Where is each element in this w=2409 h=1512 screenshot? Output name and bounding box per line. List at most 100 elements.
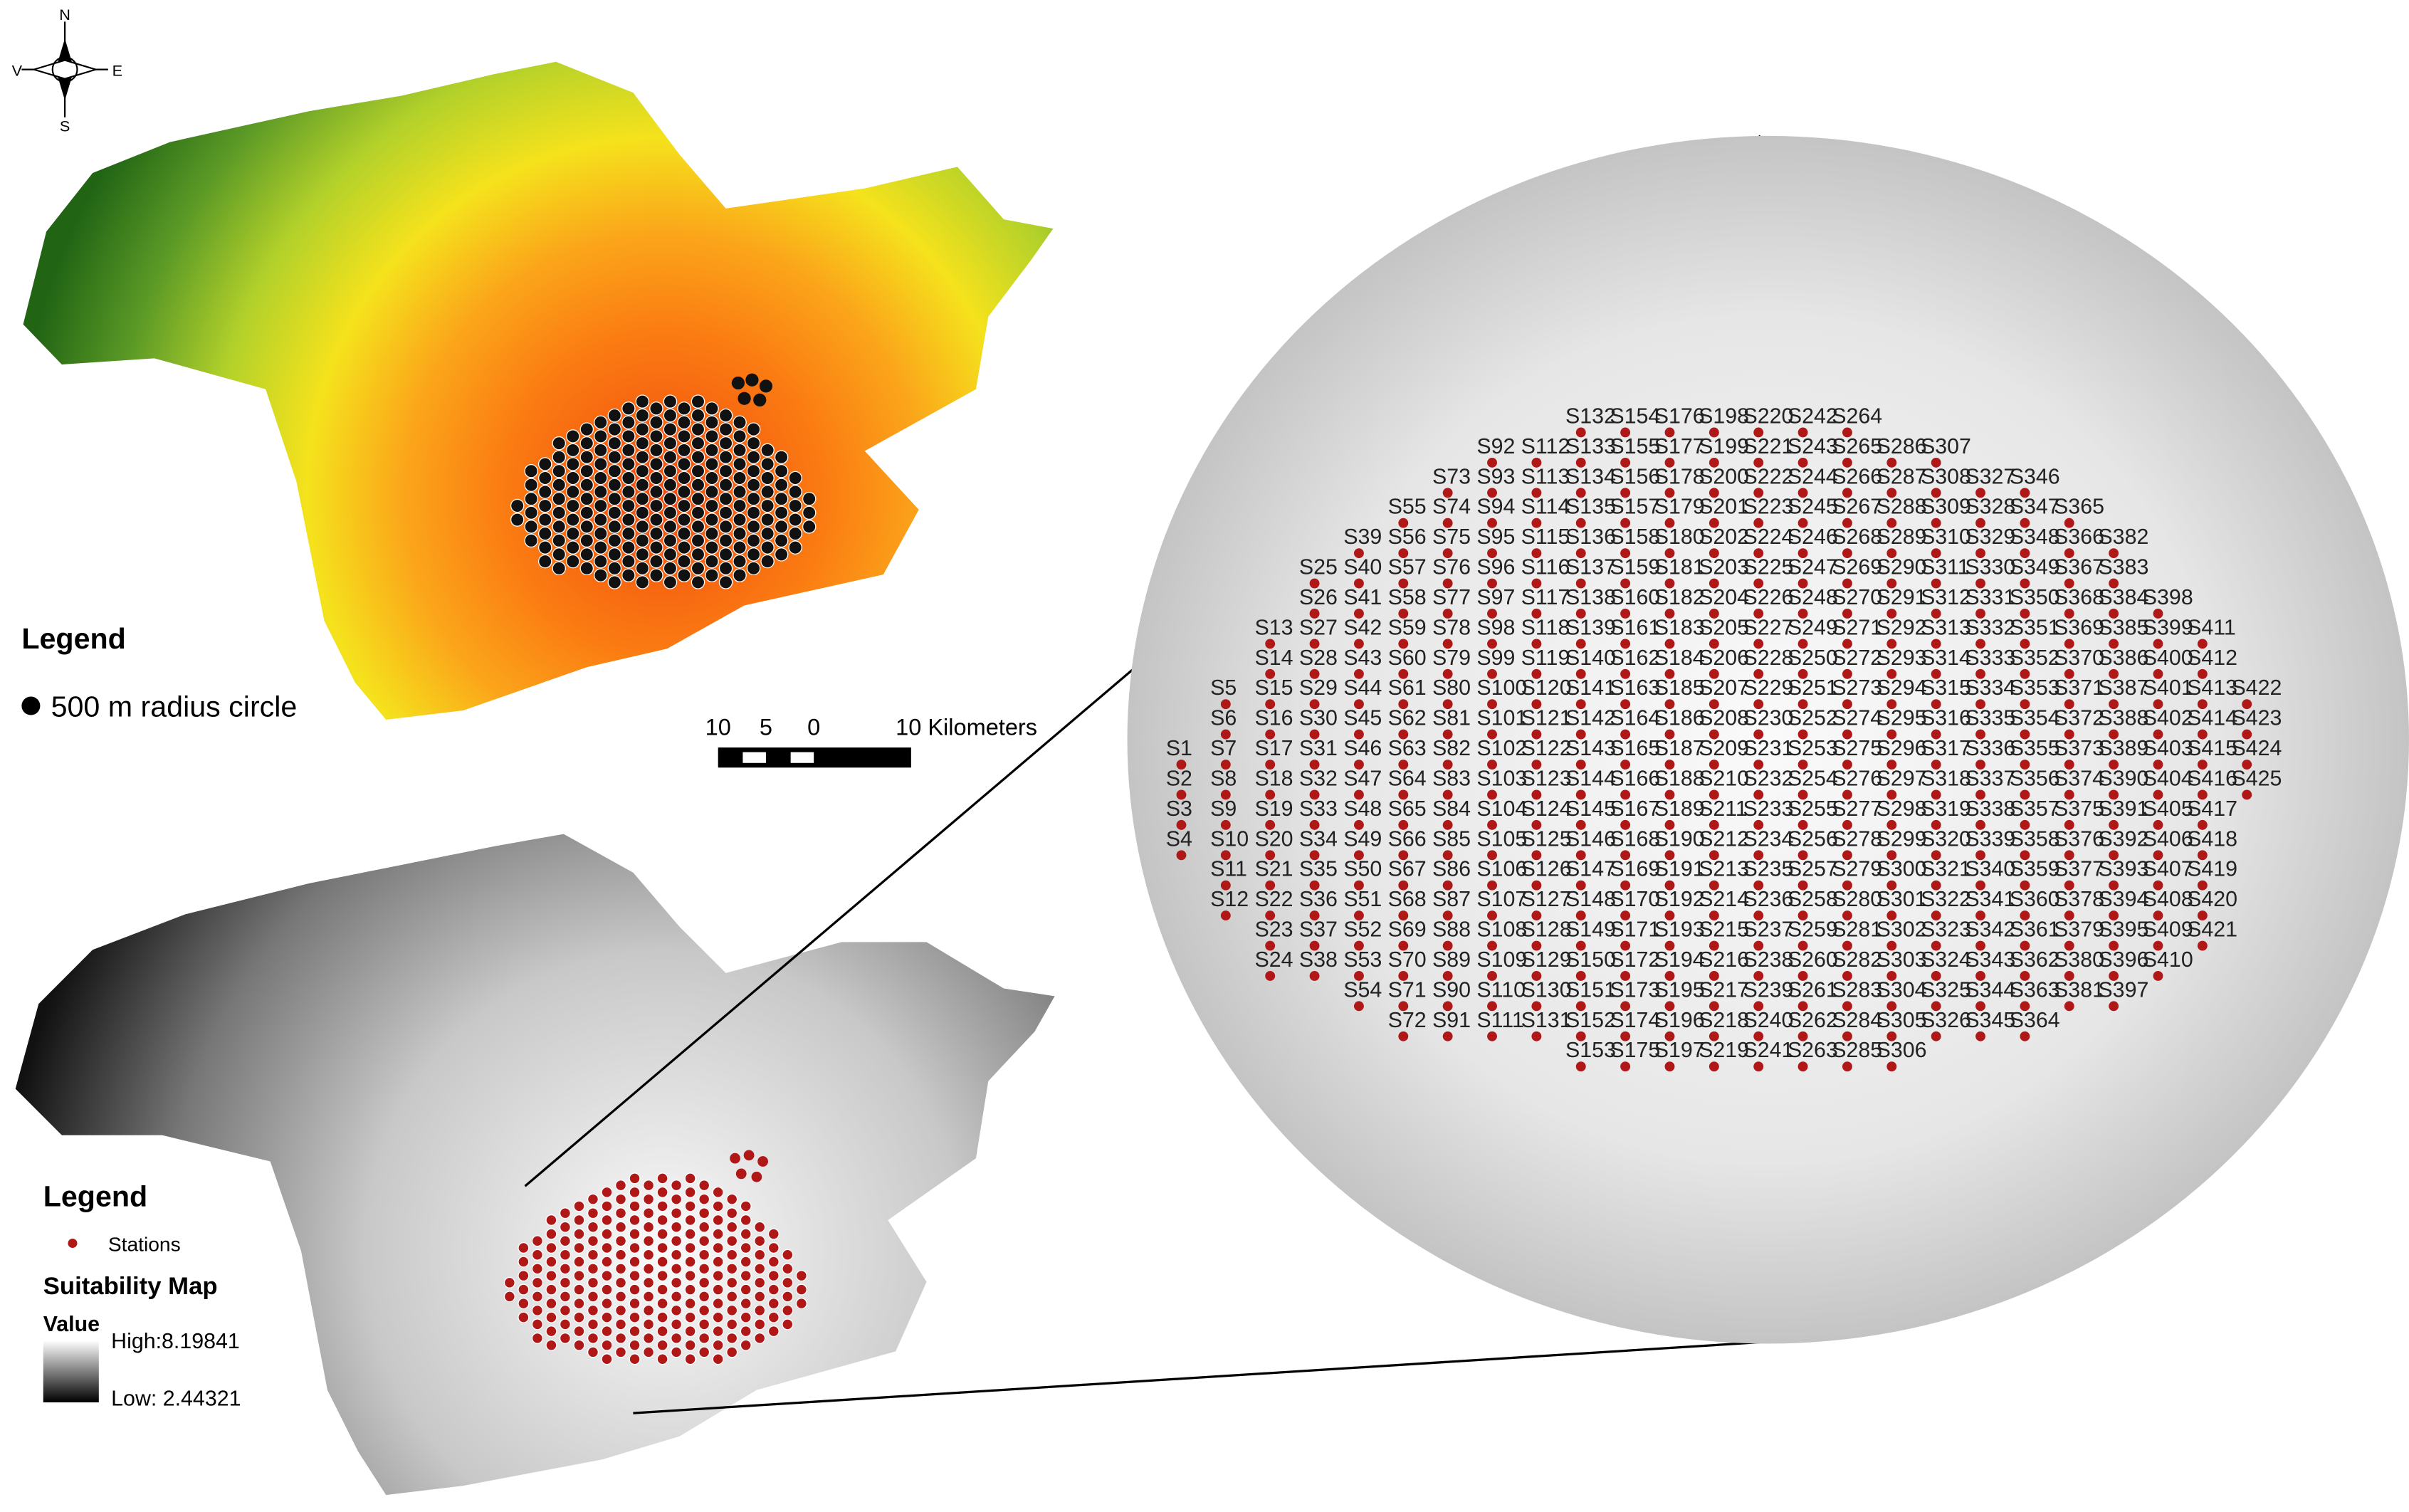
station-label: S265 (1832, 435, 1882, 458)
dot (712, 1228, 724, 1240)
dot (677, 568, 691, 582)
station-dot (2153, 760, 2163, 770)
dot (712, 1241, 724, 1254)
dot (649, 429, 663, 443)
station-dot (2153, 729, 2163, 740)
station-label: S309 (1921, 495, 1971, 519)
station-label: S172 (1610, 948, 1660, 972)
station-label: S383 (2098, 556, 2148, 579)
dot (559, 1318, 571, 1330)
dot (635, 450, 650, 464)
station-dot (1309, 850, 1320, 861)
station-label: S126 (1521, 858, 1572, 881)
dot (705, 554, 719, 569)
dot (537, 526, 552, 541)
dot (621, 485, 636, 499)
station-label: S124 (1521, 797, 1572, 821)
station-dot (1620, 639, 1631, 649)
dot (573, 1311, 585, 1323)
dot (745, 373, 759, 387)
station-dot (1575, 699, 1586, 710)
station-label: S190 (1654, 827, 1705, 851)
station-dot (1753, 1061, 1764, 1072)
station-dot (2020, 488, 2030, 498)
dot (649, 443, 663, 458)
station-label: S161 (1610, 616, 1660, 639)
station-dot (2020, 850, 2030, 861)
station-dot (1265, 850, 1276, 861)
station-dot (1265, 699, 1276, 710)
station-label: S122 (1521, 737, 1572, 760)
scale-label: 5 (760, 715, 772, 740)
station-label: S339 (1965, 827, 2015, 851)
station-dot (1664, 729, 1675, 740)
station-dot (1709, 427, 1719, 438)
station-label: S275 (1832, 737, 1882, 760)
station-label: S370 (2054, 646, 2104, 670)
station-dot (1620, 1061, 1631, 1072)
dot (738, 392, 751, 405)
station-dot (1709, 668, 1719, 679)
station-dot (2064, 910, 2074, 921)
station-dot (1975, 760, 1985, 770)
dot (718, 561, 733, 576)
station-label: S167 (1610, 797, 1660, 821)
station-dot (1709, 819, 1719, 830)
legend-item: Stations (108, 1232, 181, 1255)
dot (579, 450, 594, 464)
station-label: S139 (1565, 616, 1616, 639)
station-dot (1265, 880, 1276, 891)
station-dot (1309, 760, 1320, 770)
station-dot (1931, 819, 1941, 830)
station-dot (2064, 609, 2074, 619)
station-label: S422 (2232, 676, 2282, 700)
dot (684, 1270, 696, 1282)
station-label: S274 (1832, 707, 1882, 730)
station-dot (2197, 760, 2208, 770)
station-dot (1842, 1061, 1852, 1072)
station-dot (2153, 880, 2163, 891)
station-dot (1487, 971, 1497, 981)
station-label: S310 (1921, 525, 1971, 549)
station-dot (1753, 488, 1764, 498)
dot (753, 393, 767, 407)
station-label: S168 (1610, 827, 1660, 851)
station-dot (1842, 518, 1852, 528)
dot (615, 1221, 627, 1233)
station-dot (2020, 729, 2030, 740)
dot (663, 422, 678, 436)
station-dot (2153, 639, 2163, 649)
dot (601, 1214, 613, 1226)
station-dot (1842, 609, 1852, 619)
station-label: S386 (2098, 646, 2148, 670)
station-label: S234 (1743, 827, 1794, 851)
station-dot (2064, 548, 2074, 559)
dot (629, 1214, 641, 1226)
station-label: S269 (1832, 556, 1882, 579)
dot (698, 1249, 710, 1261)
station-dot (1709, 518, 1719, 528)
station-dot (1886, 789, 1897, 800)
station-label: S91 (1432, 1009, 1471, 1032)
station-dot (1842, 910, 1852, 921)
station-dot (2109, 971, 2119, 981)
station-label: S62 (1388, 707, 1427, 730)
station-dot (1265, 760, 1276, 770)
station-label: S27 (1299, 616, 1338, 639)
dot (518, 1241, 530, 1254)
station-dot (1353, 578, 1364, 589)
dot (718, 533, 733, 548)
dot (759, 379, 773, 393)
dot (677, 415, 691, 430)
station-label: S135 (1565, 495, 1616, 519)
station-label: S338 (1965, 797, 2015, 821)
dot (587, 1221, 599, 1233)
station-label: S145 (1565, 797, 1616, 821)
station-dot (1931, 457, 1941, 468)
station-label: S81 (1432, 707, 1471, 730)
station-dot (1309, 819, 1320, 830)
station-dot (1398, 940, 1409, 951)
station-label: S200 (1699, 465, 1749, 488)
station-dot (2197, 850, 2208, 861)
station-dot (1487, 850, 1497, 861)
